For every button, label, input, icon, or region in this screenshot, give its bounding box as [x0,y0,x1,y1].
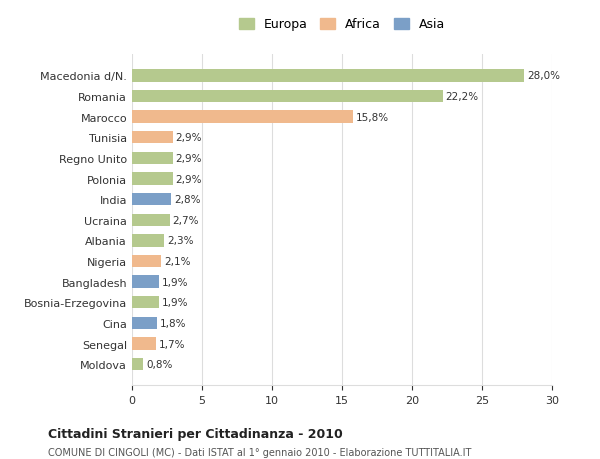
Bar [132,276,158,288]
Bar [132,173,173,185]
Text: 2,9%: 2,9% [175,133,202,143]
Text: 1,8%: 1,8% [160,318,187,328]
Bar [132,255,161,268]
Bar [132,214,170,226]
Bar [132,297,158,309]
Text: 2,8%: 2,8% [174,195,200,205]
Text: 1,7%: 1,7% [158,339,185,349]
Bar [132,70,524,83]
Bar [132,152,173,165]
Text: 0,8%: 0,8% [146,359,172,369]
Text: 2,9%: 2,9% [175,154,202,163]
Bar [132,194,171,206]
Text: 15,8%: 15,8% [356,112,389,123]
Text: 28,0%: 28,0% [527,71,560,81]
Text: 1,9%: 1,9% [161,277,188,287]
Bar [132,317,157,330]
Text: 1,9%: 1,9% [161,297,188,308]
Text: Cittadini Stranieri per Cittadinanza - 2010: Cittadini Stranieri per Cittadinanza - 2… [48,427,343,440]
Text: COMUNE DI CINGOLI (MC) - Dati ISTAT al 1° gennaio 2010 - Elaborazione TUTTITALIA: COMUNE DI CINGOLI (MC) - Dati ISTAT al 1… [48,448,472,458]
Bar [132,338,156,350]
Legend: Europa, Africa, Asia: Europa, Africa, Asia [239,18,445,31]
Text: 22,2%: 22,2% [446,92,479,102]
Text: 2,7%: 2,7% [173,215,199,225]
Bar [132,91,443,103]
Bar [132,358,143,370]
Bar [132,111,353,123]
Text: 2,3%: 2,3% [167,236,193,246]
Text: 2,1%: 2,1% [164,257,191,267]
Bar [132,132,173,144]
Bar [132,235,164,247]
Text: 2,9%: 2,9% [175,174,202,184]
